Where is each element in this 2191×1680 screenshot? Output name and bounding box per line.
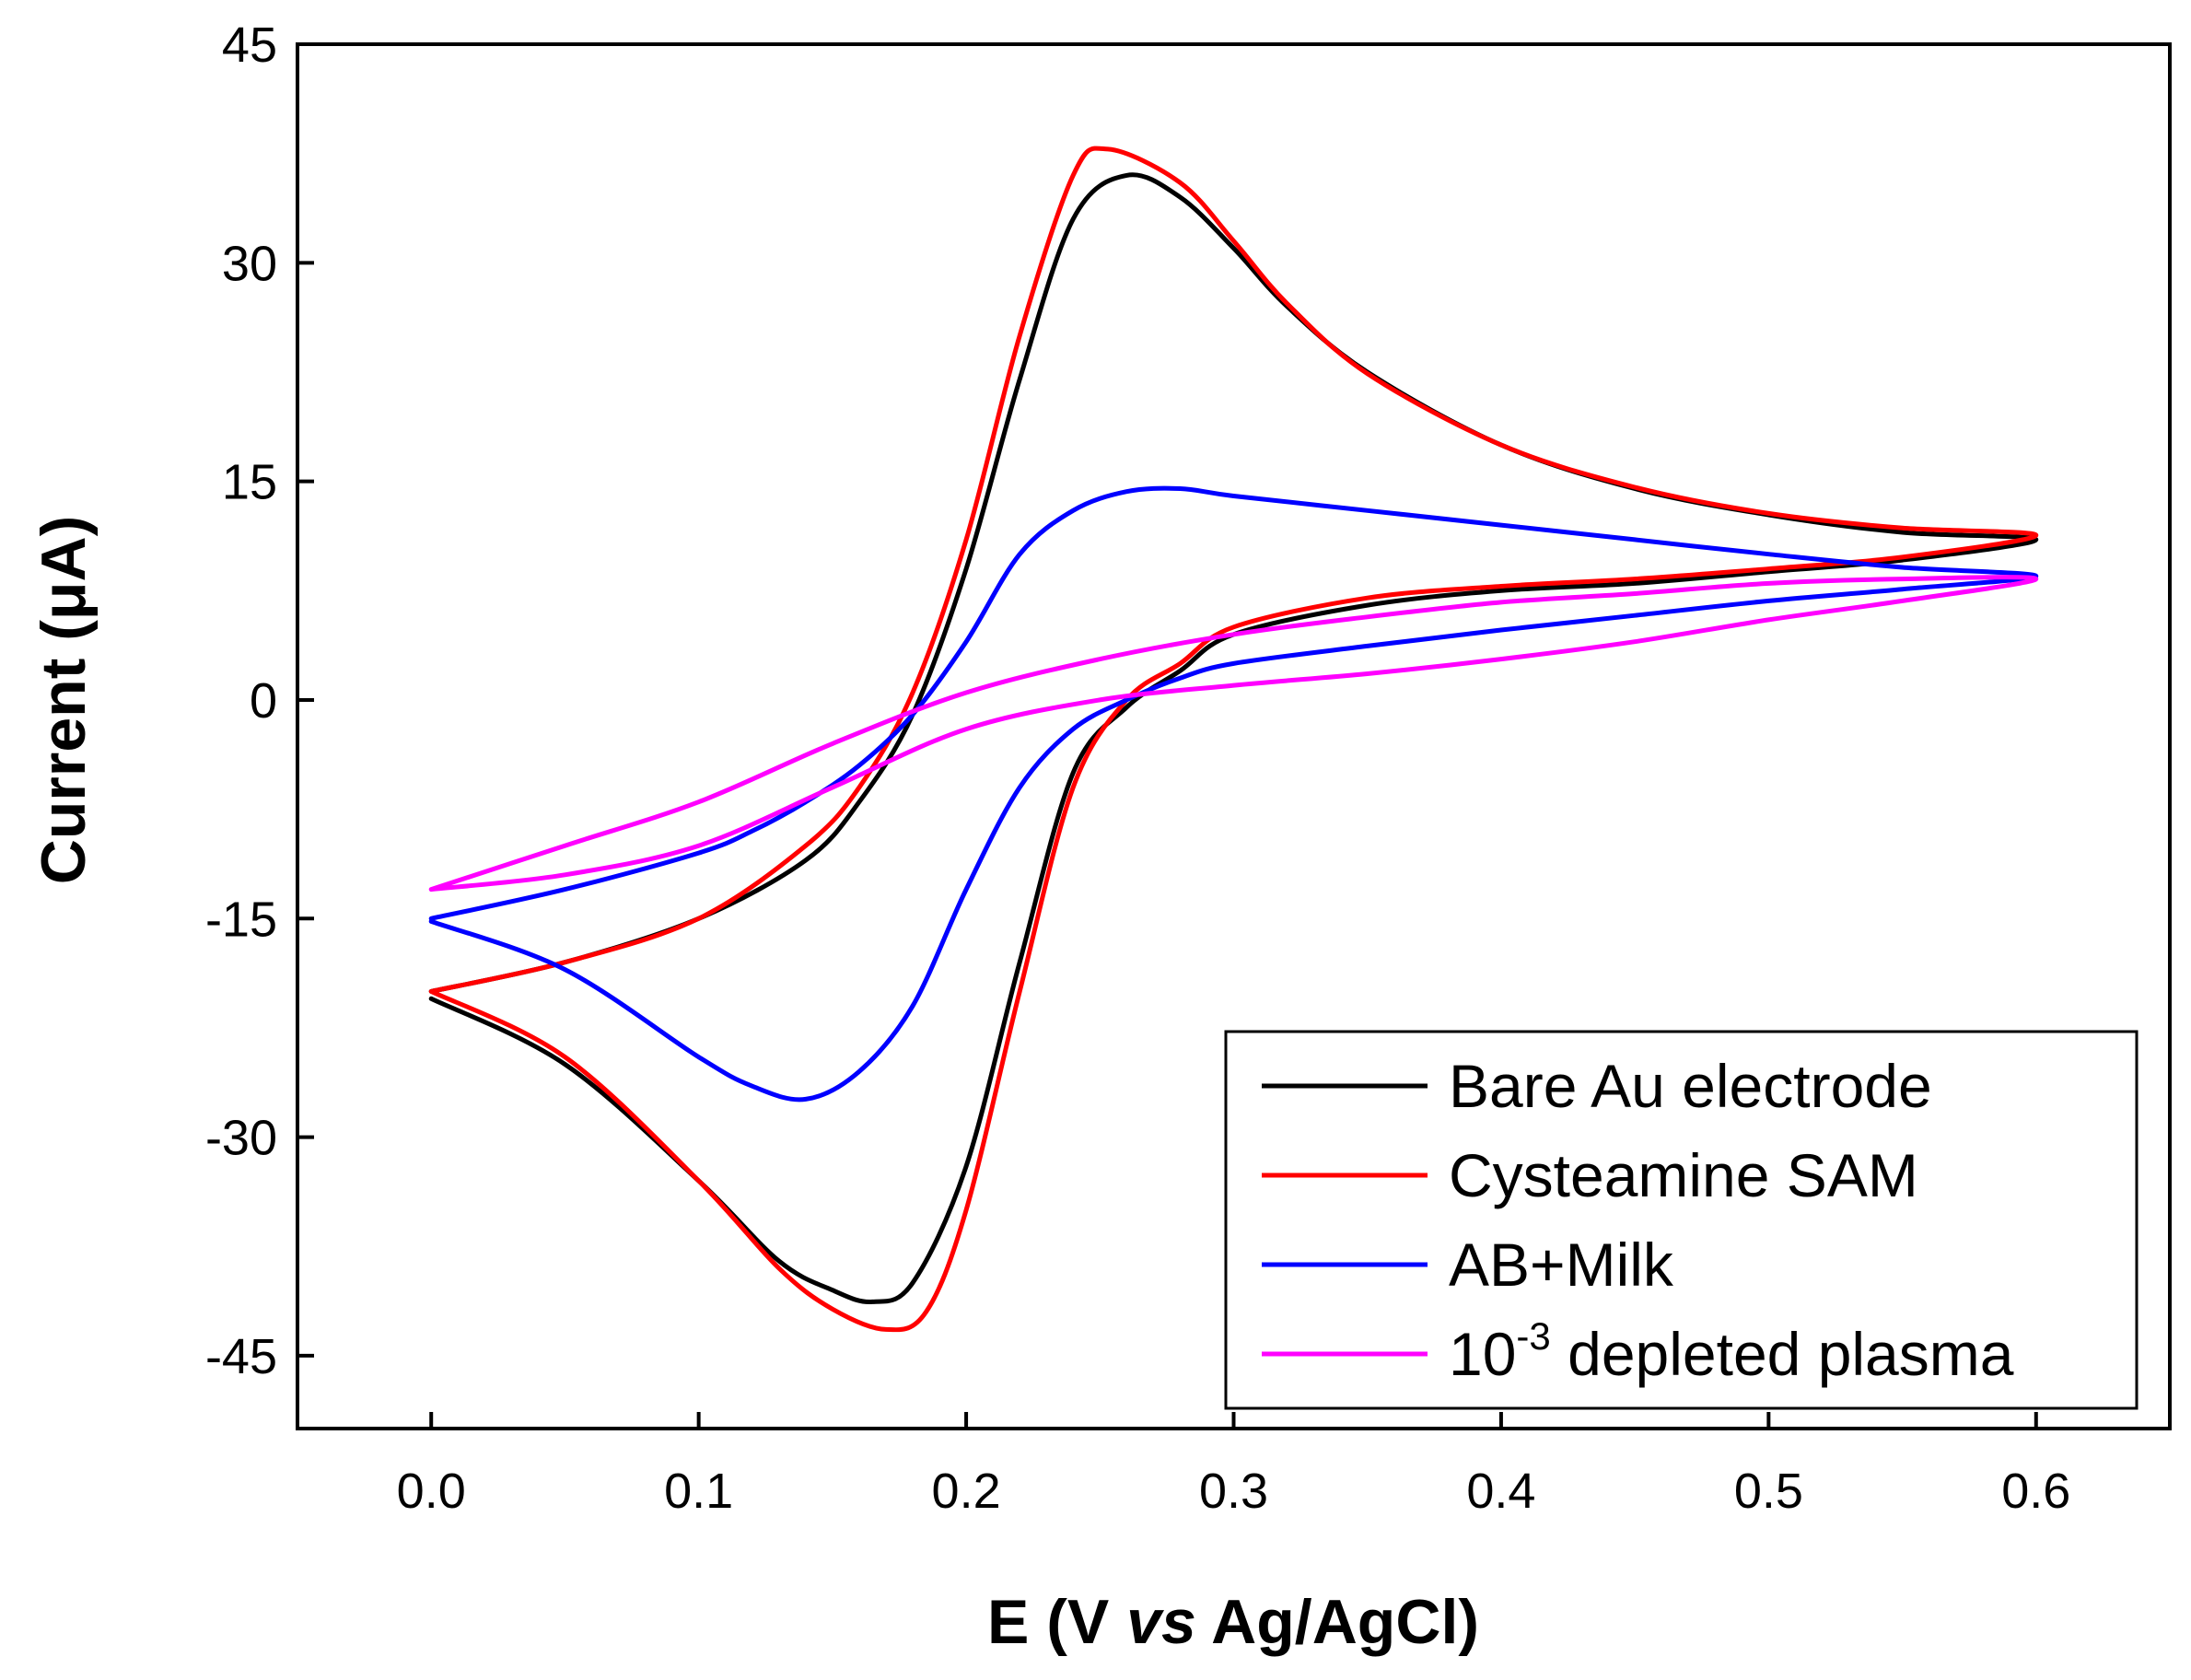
legend-label-bare-au: Bare Au electrode [1449, 1052, 1932, 1120]
y-tick-label: -45 [205, 1329, 277, 1384]
x-tick-label: 0.1 [664, 1464, 733, 1519]
y-tick-label: 30 [222, 236, 277, 291]
y-tick-label: -30 [205, 1111, 277, 1166]
x-tick-label: 0.6 [2001, 1464, 2070, 1519]
x-tick-label: 0.3 [1199, 1464, 1268, 1519]
y-tick-label: -15 [205, 892, 277, 947]
y-tick-label: 45 [222, 18, 277, 73]
x-tick-label: 0.0 [397, 1464, 466, 1519]
series-line-cysteamine [428, 146, 2039, 1333]
y-tick-label: 0 [250, 673, 277, 729]
legend-label-ab-milk: AB+Milk [1449, 1231, 1674, 1299]
x-tick-label: 0.5 [1734, 1464, 1803, 1519]
y-axis-title: Current (μA) [29, 516, 99, 884]
x-tick-label: 0.4 [1466, 1464, 1535, 1519]
legend-label-cysteamine: Cysteamine SAM [1449, 1141, 1918, 1209]
legend: Bare Au electrode Cysteamine SAM AB+Milk… [1224, 1030, 2139, 1410]
series-line-depleted-plasma [428, 575, 2039, 892]
x-tick-label: 0.2 [932, 1464, 1001, 1519]
y-tick-label: 15 [222, 455, 277, 510]
series-layer [428, 146, 2039, 1333]
legend-box [1224, 1030, 2139, 1410]
ticks-layer: 0.0 0.1 0.2 0.3 0.4 0.5 0.6 -45 -30 -15 0 15 30 45 [205, 18, 2070, 1519]
x-axis-title: E (V vs Ag/AgCl) [987, 1587, 1479, 1657]
legend-label-depleted-plasma: 10-3 depleted plasma [1449, 1314, 2014, 1388]
series-line-bare-au [428, 172, 2039, 1305]
